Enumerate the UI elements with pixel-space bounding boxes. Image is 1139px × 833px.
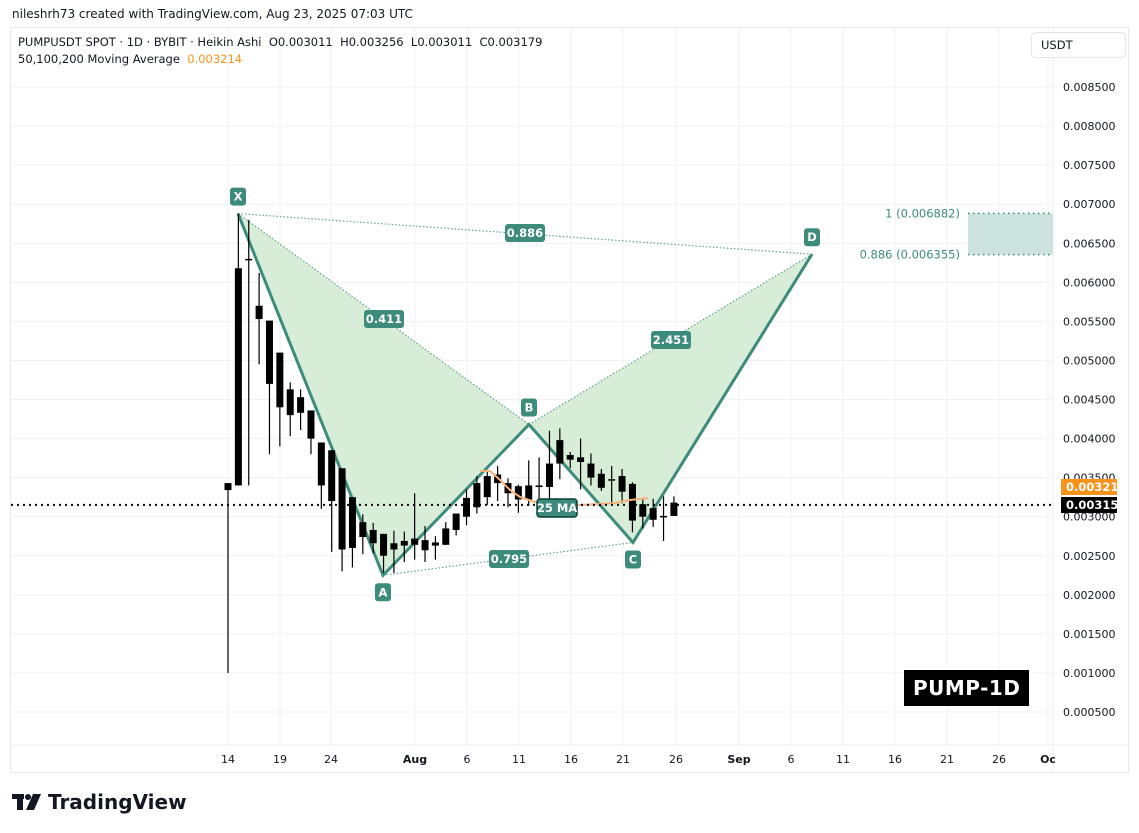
tradingview-logo-icon [12, 794, 41, 810]
last-price-tag: 0.003151 [1061, 497, 1126, 513]
point-d-label [804, 228, 820, 247]
point-b-label [521, 398, 537, 417]
legend-high: H0.003256 [340, 35, 404, 49]
price-tick: 0.001500 [1063, 628, 1116, 641]
svg-text:2.451: 2.451 [653, 333, 689, 347]
price-tick: 0.004000 [1063, 433, 1116, 446]
price-tick: 0.002000 [1063, 589, 1116, 602]
time-tick: 19 [273, 753, 287, 766]
ratio-xb-label [364, 310, 404, 328]
price-tick: 0.000500 [1063, 706, 1116, 719]
price-tick: 0.002500 [1063, 550, 1116, 563]
svg-text:X: X [234, 190, 243, 204]
svg-text:A: A [379, 585, 388, 599]
chart-frame [10, 27, 1129, 773]
target-zone [968, 213, 1053, 255]
legend-symbol: PUMPUSDT SPOT · 1D · BYBIT · Heikin Ashi [18, 35, 262, 49]
fib-level-1-label: 1 (0.006882) [885, 206, 960, 220]
time-tick: Oc [1040, 753, 1056, 766]
time-tick: 6 [788, 753, 795, 766]
legend-close: C0.003179 [479, 35, 543, 49]
price-tick: 0.008500 [1063, 81, 1116, 94]
time-tick: 11 [836, 753, 850, 766]
time-tick: 21 [616, 753, 630, 766]
svg-text:25 MA: 25 MA [537, 501, 577, 515]
legend-ma-value: 0.003214 [187, 52, 243, 66]
legend-symbol-row: PUMPUSDT SPOT · 1D · BYBIT · Heikin Ashi… [18, 34, 542, 51]
time-tick: 26 [992, 753, 1006, 766]
time-tick: Sep [727, 753, 750, 766]
time-tick: 16 [564, 753, 578, 766]
time-tick: 14 [221, 753, 235, 766]
time-tick: 24 [324, 753, 338, 766]
tradingview-logo[interactable]: TradingView [12, 790, 187, 814]
ma-price-tag: 0.003214 [1061, 479, 1126, 495]
legend-ma-label: 50,100,200 Moving Average [18, 52, 180, 66]
price-tick: 0.007000 [1063, 198, 1116, 211]
ratio-bd-label [651, 331, 691, 349]
price-tick: 0.007500 [1063, 159, 1116, 172]
price-tick: 0.008000 [1063, 120, 1116, 133]
ma-label [536, 498, 578, 518]
time-tick: 6 [464, 753, 471, 766]
chart-grid [11, 28, 1128, 772]
price-tick: 0.006000 [1063, 276, 1116, 289]
price-tick: 0.003000 [1063, 511, 1116, 524]
svg-text:0.886: 0.886 [507, 226, 543, 240]
time-tick: 11 [512, 753, 526, 766]
time-tick: Aug [403, 753, 427, 766]
price-tick: 0.001000 [1063, 667, 1116, 680]
ratio-xd-label [505, 224, 545, 242]
ratio-ac-label [489, 550, 529, 568]
chart-legend: PUMPUSDT SPOT · 1D · BYBIT · Heikin Ashi… [18, 34, 542, 68]
svg-text:0.795: 0.795 [491, 552, 527, 566]
price-tick: 0.004500 [1063, 394, 1116, 407]
price-tick: 0.006500 [1063, 237, 1116, 250]
legend-open: O0.003011 [268, 35, 333, 49]
point-a-label [375, 583, 391, 602]
currency-selector[interactable]: USDT [1031, 32, 1126, 58]
svg-text:B: B [525, 401, 534, 415]
time-tick: 16 [888, 753, 902, 766]
fib-level-0886-label: 0.886 (0.006355) [860, 248, 960, 262]
legend-ma-row: 50,100,200 Moving Average 0.003214 [18, 51, 542, 68]
symbol-watermark: PUMP-1D [904, 670, 1030, 706]
time-tick: 26 [669, 753, 683, 766]
harmonic-pattern[interactable]: 1 (0.006882) 0.886 (0.006355) [236, 206, 1053, 578]
time-axis[interactable]: 14 19 24 Aug 6 11 16 21 26 Sep 6 11 16 21 26 Oc [221, 753, 1056, 766]
point-x-label [230, 187, 246, 206]
svg-text:D: D [807, 230, 817, 244]
candlestick-series [224, 213, 678, 673]
svg-text:0.411: 0.411 [366, 312, 402, 326]
legend-low: L0.003011 [410, 35, 473, 49]
chart-credit: nileshrh73 created with TradingView.com,… [12, 7, 413, 21]
time-tick: 21 [940, 753, 954, 766]
pattern-labels: X A B C D 0.886 0.411 2.451 0.795 25 MA [230, 187, 820, 602]
price-tick: 0.005500 [1063, 315, 1116, 328]
tradingview-logo-text: TradingView [48, 790, 187, 814]
price-axis[interactable]: 0.008500 0.008000 0.007500 0.007000 0.006500… [1063, 81, 1116, 719]
svg-text:C: C [629, 552, 637, 566]
point-c-label [625, 550, 641, 569]
price-tick: 0.005000 [1063, 354, 1116, 367]
